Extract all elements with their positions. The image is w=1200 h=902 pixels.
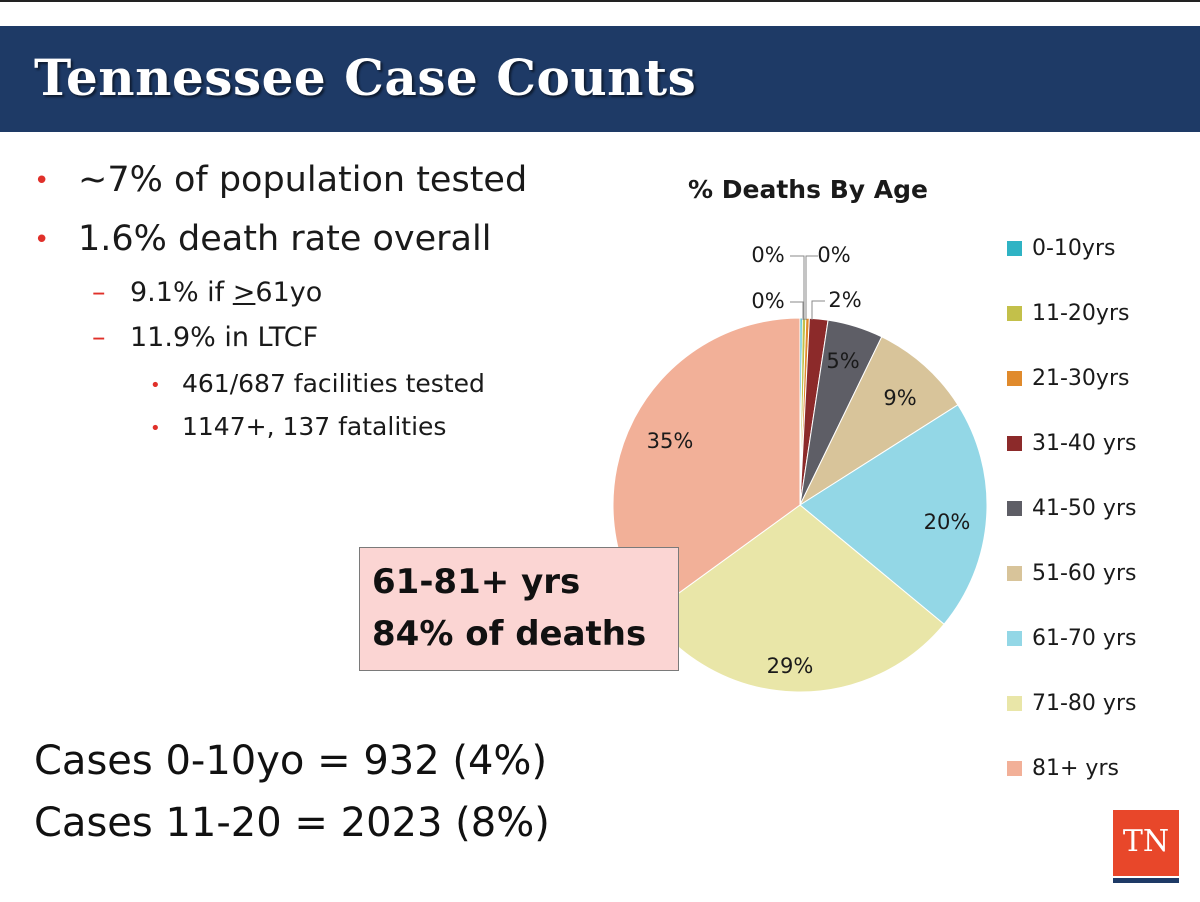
slice-label-71-80-yrs: 29% xyxy=(767,654,814,678)
legend-label-81-yrs: 81+ yrs xyxy=(1032,756,1119,781)
leader-line-11-20yrs xyxy=(805,255,818,320)
slice-label-41-50-yrs: 5% xyxy=(826,349,859,373)
leader-line-0-10yrs xyxy=(790,255,805,320)
legend-swatch-61-70-yrs xyxy=(1007,631,1022,646)
slice-label-0-10yrs: 0% xyxy=(751,243,784,267)
bullet-icon: • xyxy=(150,417,161,439)
cases-11-20: Cases 11-20 = 2023 (8%) xyxy=(34,800,550,846)
dash-icon: – xyxy=(92,322,106,353)
bullet-death-rate: • 1.6% death rate overall xyxy=(34,219,491,259)
pie-slices xyxy=(612,317,988,693)
slice-label-61-70-yrs: 20% xyxy=(924,510,971,534)
sub-bullet-text-suffix: 61yo xyxy=(255,277,323,308)
legend-label-0-10yrs: 0-10yrs xyxy=(1032,236,1115,261)
legend-label-21-30yrs: 21-30yrs xyxy=(1032,366,1129,391)
slice-labels: 0% 0% 0% 2% 5% 9% 20% 29% 35% xyxy=(647,243,971,678)
cases-0-10: Cases 0-10yo = 932 (4%) xyxy=(34,738,548,784)
callout-age-range: 61-81+ yrs xyxy=(372,562,581,602)
chart-legend: 0-10yrs 11-20yrs 21-30yrs 31-40 yrs 41-50 yr… xyxy=(1007,236,1136,781)
legend-swatch-81-yrs xyxy=(1007,761,1022,776)
pie-slice-51-60-yrs xyxy=(798,336,959,507)
legend-label-11-20yrs: 11-20yrs xyxy=(1032,301,1129,326)
sub-bullet-text: 11.9% in LTCF xyxy=(130,322,319,353)
tn-logo-underline xyxy=(1113,878,1179,883)
bullet-icon: • xyxy=(34,225,50,255)
tn-logo: TN xyxy=(1113,810,1179,876)
tn-logo-text: TN xyxy=(1122,824,1170,859)
bullet-text: ~7% of population tested xyxy=(78,160,528,200)
header-bar: Tennessee Case Counts xyxy=(0,26,1200,132)
sub-bullet-text-prefix: 9.1% if xyxy=(130,277,233,308)
top-rule xyxy=(0,0,1200,26)
callout-percent: 84% of deaths xyxy=(372,614,647,654)
legend-swatch-21-30yrs xyxy=(1007,371,1022,386)
sub-sub-bullet-text: 1147+, 137 fatalities xyxy=(182,412,447,441)
bullet-text: 1.6% death rate overall xyxy=(78,219,492,259)
leader-lines xyxy=(790,255,825,320)
slice-label-21-30yrs: 0% xyxy=(751,289,784,313)
sub-sub-bullet-facilities: • 461/687 facilities tested xyxy=(150,369,485,398)
legend-label-41-50-yrs: 41-50 yrs xyxy=(1032,496,1136,521)
pie-slice-61-70-yrs xyxy=(799,404,988,625)
legend-label-71-80-yrs: 71-80 yrs xyxy=(1032,691,1136,716)
sub-bullet-over-61: –9.1% if >61yo xyxy=(92,277,322,308)
slice-label-51-60-yrs: 9% xyxy=(883,386,916,410)
bullet-icon: • xyxy=(34,166,50,196)
page-title: Tennessee Case Counts xyxy=(34,48,697,107)
sub-sub-bullet-text: 461/687 facilities tested xyxy=(182,369,485,398)
legend-swatch-51-60-yrs xyxy=(1007,566,1022,581)
legend-swatch-11-20yrs xyxy=(1007,306,1022,321)
deaths-callout-box: 61-81+ yrs 84% of deaths xyxy=(359,547,679,671)
dash-icon: – xyxy=(92,277,106,308)
legend-label-51-60-yrs: 51-60 yrs xyxy=(1032,561,1136,586)
legend-swatch-0-10yrs xyxy=(1007,241,1022,256)
chart-title: % Deaths By Age xyxy=(688,175,928,204)
sub-sub-bullet-fatalities: • 1147+, 137 fatalities xyxy=(150,412,446,441)
legend-swatch-31-40-yrs xyxy=(1007,436,1022,451)
bullet-population-tested: • ~7% of population tested xyxy=(34,160,527,200)
slice-label-81-yrs: 35% xyxy=(647,429,694,453)
legend-label-61-70-yrs: 61-70 yrs xyxy=(1032,626,1136,651)
slice-label-31-40-yrs: 2% xyxy=(828,288,861,312)
sub-bullet-ltcf: –11.9% in LTCF xyxy=(92,322,318,353)
leader-line-31-40-yrs xyxy=(811,300,825,320)
bullet-icon: • xyxy=(150,374,161,396)
leader-line-21-30yrs xyxy=(790,301,804,320)
legend-swatch-71-80-yrs xyxy=(1007,696,1022,711)
legend-swatch-41-50-yrs xyxy=(1007,501,1022,516)
slice-label-11-20yrs: 0% xyxy=(817,243,850,267)
legend-label-31-40-yrs: 31-40 yrs xyxy=(1032,431,1136,456)
greater-equal-symbol: > xyxy=(232,277,256,308)
